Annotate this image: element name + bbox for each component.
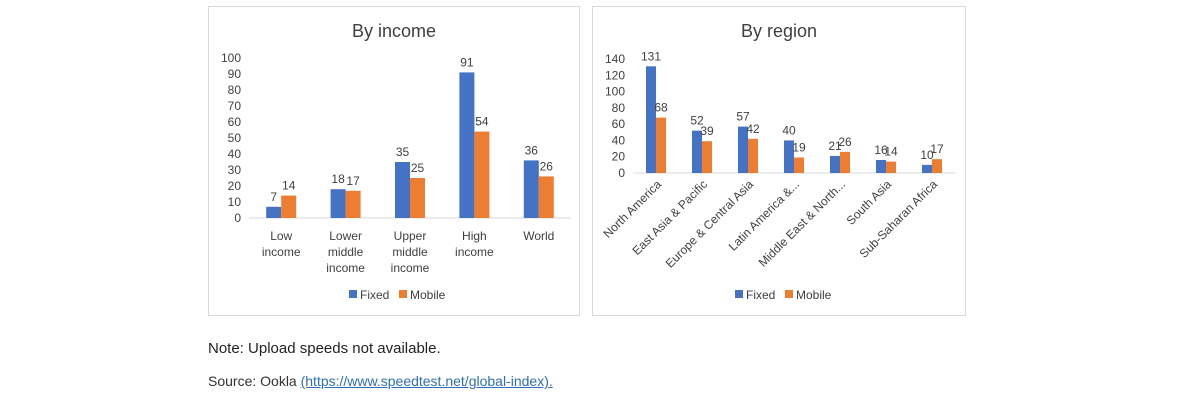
bar-fixed: [692, 130, 702, 173]
bar-fixed: [646, 66, 656, 173]
legend-label-mobile: Mobile: [410, 288, 446, 302]
source-link[interactable]: (https://www.speedtest.net/global-index)…: [300, 373, 553, 389]
data-label: 7: [270, 190, 277, 204]
legend-swatch-mobile: [785, 290, 793, 298]
y-tick-label: 120: [605, 68, 625, 82]
bar-fixed: [523, 160, 539, 218]
bar-fixed: [830, 155, 840, 173]
data-label: 42: [746, 122, 760, 136]
y-tick-label: 20: [612, 150, 626, 164]
y-tick-label: 90: [228, 67, 242, 81]
bar-mobile: [840, 151, 850, 173]
y-tick-label: 100: [605, 85, 625, 99]
bar-fixed: [738, 126, 748, 173]
bar-mobile: [794, 157, 804, 173]
data-label: 26: [540, 159, 554, 173]
data-label: 19: [792, 141, 806, 155]
y-tick-label: 0: [618, 166, 625, 180]
bar-fixed: [395, 162, 410, 218]
bar-mobile: [345, 190, 361, 218]
data-label: 36: [525, 143, 539, 157]
bar-fixed: [922, 164, 932, 173]
bar-fixed: [459, 72, 475, 219]
data-label: 17: [346, 174, 360, 188]
y-tick-label: 40: [228, 147, 242, 161]
bar-mobile: [748, 138, 758, 173]
y-tick-label: 0: [234, 211, 241, 225]
data-label: 21: [828, 139, 842, 153]
data-label: 52: [690, 114, 704, 128]
x-tick-label: Middle East & North...: [756, 177, 848, 269]
data-label: 17: [930, 142, 944, 156]
x-tick-label: High income: [455, 229, 494, 259]
note-text: Note: Upload speeds not available.: [208, 340, 441, 357]
bar-mobile: [538, 176, 554, 218]
legend-label-fixed: Fixed: [360, 288, 389, 302]
data-label: 40: [782, 123, 796, 137]
data-label: 68: [654, 101, 668, 115]
legend-label-fixed: Fixed: [746, 288, 775, 302]
data-label: 18: [331, 172, 345, 186]
x-tick-label: Sub-Saharan Africa: [857, 177, 941, 261]
bar-fixed: [266, 206, 282, 218]
legend-swatch-fixed: [349, 290, 357, 298]
data-label: 14: [282, 179, 296, 193]
y-tick-label: 30: [228, 163, 242, 177]
data-label: 54: [475, 115, 489, 129]
y-tick-label: 60: [228, 115, 242, 129]
bar-fixed: [330, 189, 346, 218]
y-tick-label: 100: [221, 51, 241, 65]
chart-by-income: By income 0 10 20 30 40 50 60 70 80 90 100 7 14 Low inc…: [221, 21, 571, 302]
data-label: 131: [641, 49, 661, 63]
source-prefix: Source: Ookla: [208, 373, 301, 389]
bar-mobile: [474, 131, 490, 218]
data-label: 25: [411, 161, 425, 175]
x-tick-label: Low income: [262, 229, 301, 259]
chart-title: By income: [352, 21, 436, 41]
bar-mobile: [281, 195, 297, 218]
chart-panel-by-income: By income 0 10 20 30 40 50 60 70 80 90 100 7 14 Low inc…: [208, 6, 580, 316]
y-tick-label: 40: [612, 133, 626, 147]
data-label: 57: [736, 110, 750, 124]
data-label: 35: [396, 145, 410, 159]
legend-swatch-fixed: [735, 290, 743, 298]
bar-mobile: [932, 159, 942, 173]
bar-mobile: [702, 141, 712, 173]
data-label: 10: [920, 148, 934, 162]
legend-swatch-mobile: [399, 290, 407, 298]
y-tick-label: 80: [228, 83, 242, 97]
y-tick-label: 20: [228, 179, 242, 193]
data-label: 14: [884, 145, 898, 159]
bar-mobile: [886, 161, 896, 173]
data-label: 39: [700, 124, 714, 138]
data-label: 91: [460, 55, 474, 69]
chart-title: By region: [741, 21, 817, 41]
x-tick-label: Europe & Central Asia: [663, 177, 757, 271]
x-tick-label: Lower middle income: [326, 229, 365, 275]
x-tick-label: World: [523, 229, 554, 243]
data-label: 16: [874, 143, 888, 157]
y-tick-label: 140: [605, 52, 625, 66]
data-label: 26: [838, 135, 852, 149]
bar-fixed: [784, 140, 794, 173]
bar-fixed: [876, 159, 886, 173]
y-tick-label: 80: [612, 101, 626, 115]
bar-mobile: [656, 117, 666, 173]
legend-label-mobile: Mobile: [796, 288, 832, 302]
bar-mobile: [410, 178, 425, 218]
y-tick-label: 50: [228, 131, 242, 145]
y-tick-label: 70: [228, 99, 242, 113]
chart-panel-by-region: By region 0 20 40 60 80 100 120 140 131 68 North Am…: [592, 6, 966, 316]
y-tick-label: 10: [228, 195, 242, 209]
y-tick-label: 60: [612, 117, 626, 131]
x-tick-label: Upper middle income: [391, 229, 430, 275]
source-line: Source: Ookla (https://www.speedtest.net…: [208, 373, 553, 389]
